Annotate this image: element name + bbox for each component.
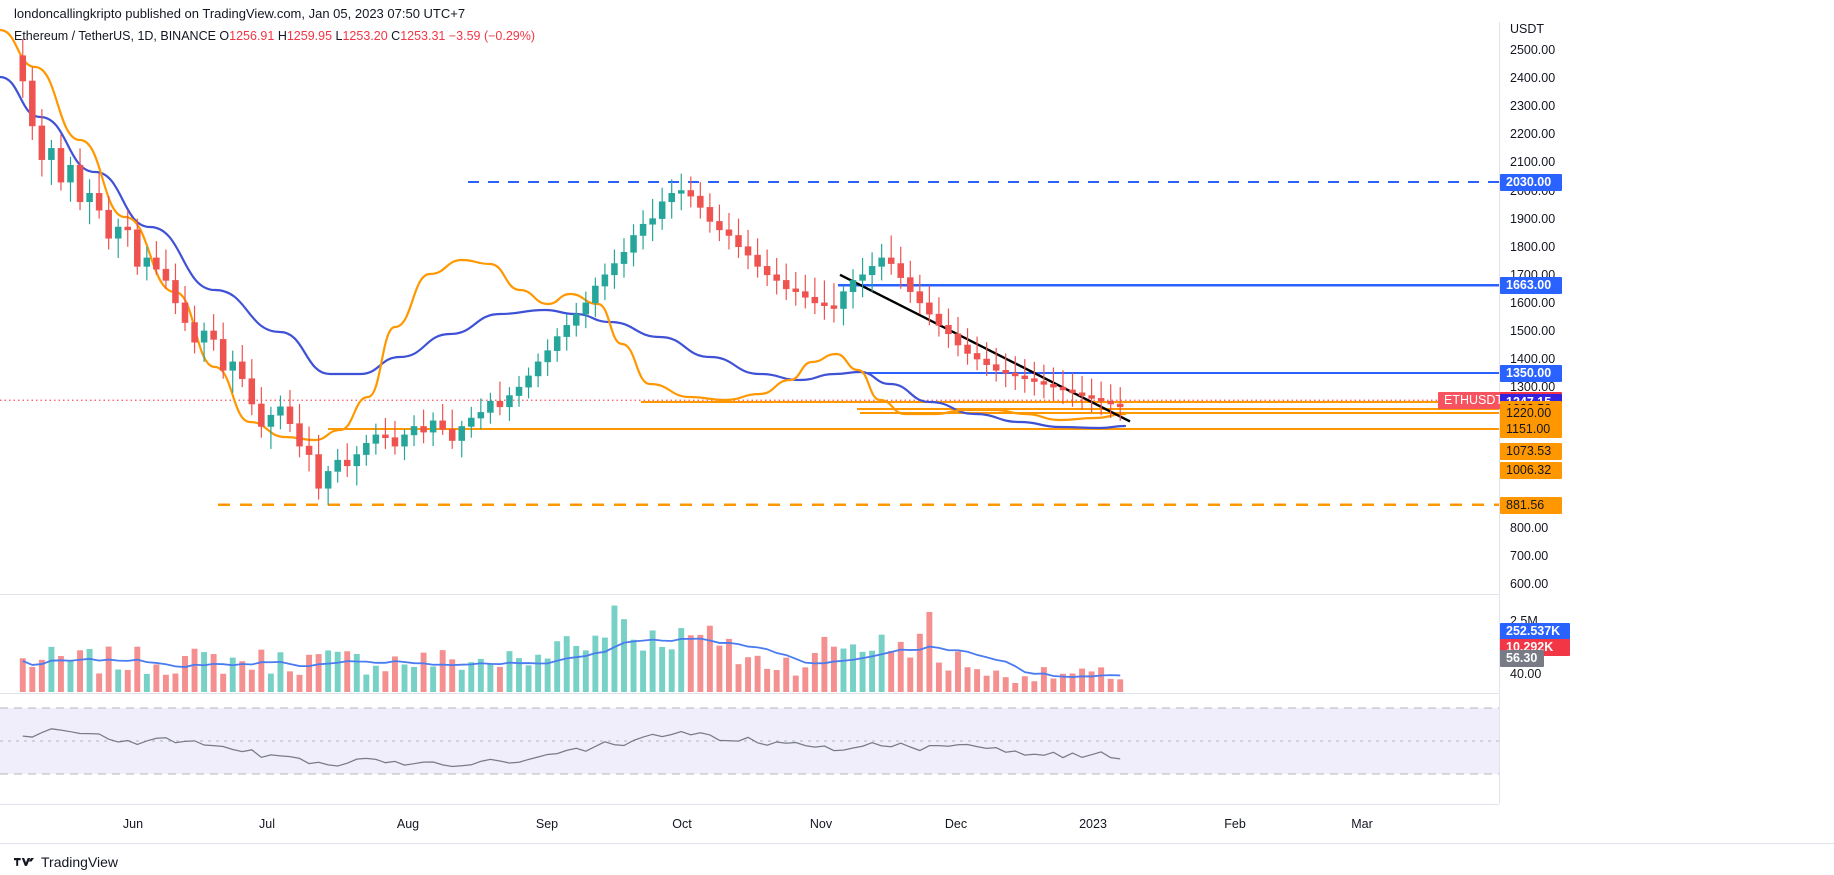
price-axis-tick: 2500.00 xyxy=(1510,43,1556,58)
volume-ma-tag[interactable]: 252.537K xyxy=(1500,623,1570,640)
time-axis-bottom-border xyxy=(0,843,1834,844)
price-tag-1220-00[interactable]: 1220.00 xyxy=(1500,404,1562,422)
rsi-pane[interactable] xyxy=(0,694,1499,804)
price-axis-tick: 2300.00 xyxy=(1510,99,1556,114)
price-tag-1006-32[interactable]: 1006.32 xyxy=(1500,461,1562,479)
footer: TradingView xyxy=(14,851,118,873)
price-axis-tick: 2100.00 xyxy=(1510,155,1556,170)
time-axis-tick: Jul xyxy=(259,817,275,831)
price-axis-tick: 1900.00 xyxy=(1510,211,1556,226)
legend-change: −3.59 (−0.29%) xyxy=(448,29,536,43)
price-axis-tick: 1300.00 xyxy=(1510,380,1556,395)
price-axis-tick: 1800.00 xyxy=(1510,239,1556,254)
chart-legend: Ethereum / TetherUS, 1D, BINANCE O1256.9… xyxy=(14,29,535,43)
time-axis[interactable]: Jun Jul Aug Sep Oct Nov Dec 2023 Feb Mar xyxy=(0,804,1499,844)
time-axis-tick: Dec xyxy=(944,817,968,831)
legend-open-label: O xyxy=(219,29,230,43)
legend-open-value: 1256.91 xyxy=(229,29,275,43)
legend-high-label: H xyxy=(277,29,287,43)
tradingview-brand: TradingView xyxy=(41,854,119,870)
price-pane[interactable] xyxy=(0,22,1499,595)
pane-divider-price-volume xyxy=(0,594,1499,595)
time-axis-tick: Oct xyxy=(672,817,692,831)
price-axis-tick: 700.00 xyxy=(1510,548,1549,563)
legend-symbol-info[interactable]: Ethereum / TetherUS, 1D, BINANCE xyxy=(14,29,216,43)
legend-low-value: 1253.20 xyxy=(342,29,388,43)
price-axis-tick: 1600.00 xyxy=(1510,295,1556,310)
legend-close-value: 1253.31 xyxy=(400,29,446,43)
price-tag-2030-00[interactable]: 2030.00 xyxy=(1500,174,1562,192)
price-axis-tick: 600.00 xyxy=(1510,576,1549,591)
rsi-value-tag[interactable]: 56.30 xyxy=(1500,650,1544,667)
pane-divider-volume-rsi xyxy=(0,693,1499,694)
rsi-plot xyxy=(0,707,1499,775)
time-axis-tick: Feb xyxy=(1224,817,1246,831)
price-tag-1350-00[interactable]: 1350.00 xyxy=(1500,365,1562,383)
rsi-lower-tick: 40.00 xyxy=(1510,667,1542,681)
price-tag-881-56[interactable]: 881.56 xyxy=(1500,496,1562,514)
price-axis-tick: 2200.00 xyxy=(1510,127,1556,142)
price-tag-1073-53[interactable]: 1073.53 xyxy=(1500,442,1562,460)
price-plot xyxy=(0,28,1499,506)
time-axis-tick: Sep xyxy=(535,817,559,831)
time-axis-tick: Nov xyxy=(809,817,833,831)
legend-close-label: C xyxy=(391,29,401,43)
price-axis-tick: 800.00 xyxy=(1510,520,1549,535)
publish-credit: londoncallingkripto published on Trading… xyxy=(14,6,466,21)
volume-plot xyxy=(19,605,1124,692)
price-axis[interactable]: USDT 2500.00 2400.00 2300.00 2200.00 2100.00… xyxy=(1438,22,1834,804)
time-axis-tick: 2023 xyxy=(1079,817,1107,831)
price-axis-unit: USDT xyxy=(1510,22,1545,36)
price-tag-1663-00[interactable]: 1663.00 xyxy=(1500,277,1562,295)
time-axis-tick: Mar xyxy=(1351,817,1373,831)
price-axis-tick: 1400.00 xyxy=(1510,352,1556,367)
price-tag-1151-00[interactable]: 1151.00 xyxy=(1500,420,1562,438)
price-tag-ethusdt[interactable]: ETHUSDT xyxy=(1438,392,1509,410)
price-axis-tick: 2400.00 xyxy=(1510,71,1556,86)
time-axis-tick: Aug xyxy=(396,817,420,831)
legend-high-value: 1259.95 xyxy=(286,29,333,43)
time-axis-tick: Jun xyxy=(122,817,144,831)
legend-low-label: L xyxy=(335,29,343,43)
price-axis-tick: 1500.00 xyxy=(1510,323,1556,338)
volume-pane[interactable] xyxy=(0,595,1499,692)
tradingview-logo-icon xyxy=(14,857,34,866)
